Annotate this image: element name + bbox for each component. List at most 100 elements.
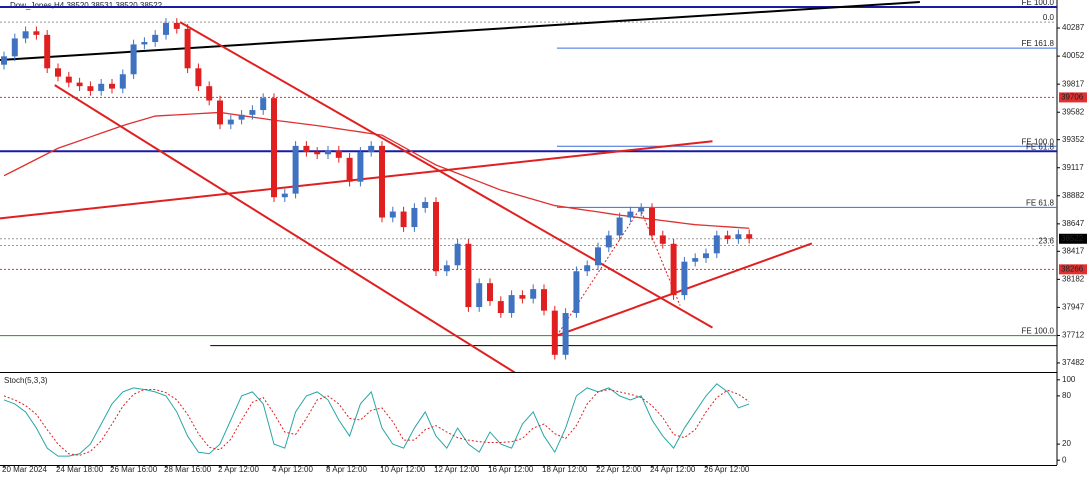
y-tick-label: 40052	[1062, 51, 1085, 60]
candle-body	[541, 289, 547, 311]
trendline	[179, 21, 713, 329]
x-tick-label: 28 Mar 16:00	[164, 465, 212, 474]
candle-body	[670, 243, 677, 296]
candle-body	[703, 253, 709, 259]
y-tick-label: 38182	[1062, 274, 1085, 283]
trendline	[0, 140, 713, 220]
chart-title: Dow_Jones,H4 38520 38531 38520 38522	[10, 1, 163, 10]
y-tick-label: 38417	[1062, 246, 1085, 255]
y-tick-label: 38882	[1062, 191, 1085, 200]
candle-body	[87, 86, 94, 91]
level-label: FE 100.0	[1022, 0, 1055, 7]
x-tick-label: 12 Apr 12:00	[434, 465, 480, 474]
y-tick-label: 20	[1062, 439, 1071, 448]
candle-body	[638, 207, 645, 212]
candle-body	[530, 289, 537, 299]
candle-body	[368, 145, 375, 152]
trendline	[0, 1, 920, 62]
candle-body	[389, 211, 396, 218]
candle-body	[400, 211, 407, 228]
candle-body	[573, 271, 580, 314]
candle-body	[130, 44, 137, 75]
level-label: FE 161.8	[1022, 39, 1055, 48]
level-label: 23.6	[1038, 237, 1054, 246]
level-label: FE 61.8	[1026, 142, 1055, 151]
x-tick-label: 18 Apr 12:00	[542, 465, 588, 474]
candle-body	[76, 82, 83, 87]
y-tick-label: 0	[1062, 455, 1067, 464]
candle-body	[379, 145, 385, 218]
candle-body	[44, 34, 51, 69]
candle-body	[249, 110, 256, 115]
y-tick-label: 39117	[1062, 163, 1084, 172]
candle-body	[605, 235, 612, 248]
y-tick-label: 37482	[1062, 358, 1085, 367]
y-tick-label: 39817	[1062, 79, 1085, 88]
candle-body	[508, 295, 515, 314]
candle-body	[497, 301, 504, 314]
x-tick-label: 2 Apr 12:00	[218, 465, 259, 474]
candle-body	[681, 261, 688, 296]
candle-body	[11, 38, 18, 57]
trendline	[54, 84, 516, 372]
candle-body	[141, 42, 148, 45]
y-tick-label: 100	[1062, 375, 1076, 384]
stochastic-line	[3, 383, 750, 457]
y-tick-label: 38647	[1062, 219, 1085, 228]
x-tick-label: 24 Apr 12:00	[650, 465, 696, 474]
price-badge	[1059, 233, 1087, 244]
candle-body	[659, 235, 666, 244]
candle-body	[227, 119, 234, 125]
price-badge	[1059, 92, 1087, 103]
candle-body	[65, 76, 72, 83]
candle-body	[649, 207, 655, 236]
candle-body	[325, 150, 331, 155]
x-tick-label: 8 Apr 12:00	[326, 465, 367, 474]
stochastic-line	[3, 388, 750, 456]
x-tick-label: 4 Apr 12:00	[272, 465, 313, 474]
level-label: FE 100.0	[1022, 327, 1055, 336]
x-tick-label: 16 Apr 12:00	[488, 465, 534, 474]
candle-body	[713, 235, 720, 254]
candle-body	[443, 265, 450, 272]
price-badge-label: 38266	[1061, 264, 1084, 273]
candle-body	[692, 258, 699, 262]
price-badge	[1059, 264, 1087, 275]
candle-body	[454, 243, 461, 266]
candle-body	[487, 283, 493, 302]
candle-body	[303, 145, 310, 152]
x-tick-label: 26 Mar 16:00	[110, 465, 158, 474]
candle-body	[562, 313, 569, 355]
x-tick-label: 22 Apr 12:00	[596, 465, 642, 474]
candle-body	[551, 310, 558, 355]
price-badge-label: 38522	[1061, 234, 1084, 243]
x-tick-label: 24 Mar 18:00	[56, 465, 104, 474]
candle-body	[109, 83, 115, 89]
candle-body	[346, 157, 353, 182]
level-label: 0.0	[1043, 13, 1055, 22]
level-label: FE 61.8	[1026, 198, 1055, 207]
candle-body	[173, 22, 180, 29]
y-tick-label: 39582	[1062, 107, 1085, 116]
candle-body	[98, 83, 105, 91]
level-label: FE 100.0	[1022, 137, 1055, 146]
candle-body	[465, 243, 472, 308]
candle-body	[422, 201, 429, 208]
candle-body	[292, 145, 299, 194]
candle-body	[595, 247, 601, 266]
candle-body	[335, 150, 342, 158]
candle-body	[314, 151, 321, 155]
candle-body	[616, 217, 623, 236]
candle-body	[195, 68, 202, 87]
candle-body	[433, 201, 439, 272]
candle-body	[217, 100, 223, 125]
candle-body	[281, 193, 288, 198]
y-tick-label: 39352	[1062, 135, 1085, 144]
candle-body	[1, 56, 7, 65]
candle-body	[260, 98, 267, 111]
candle-body	[519, 295, 526, 299]
y-tick-label: 40287	[1062, 23, 1085, 32]
candle-body	[119, 74, 126, 89]
candle-body	[735, 234, 742, 240]
